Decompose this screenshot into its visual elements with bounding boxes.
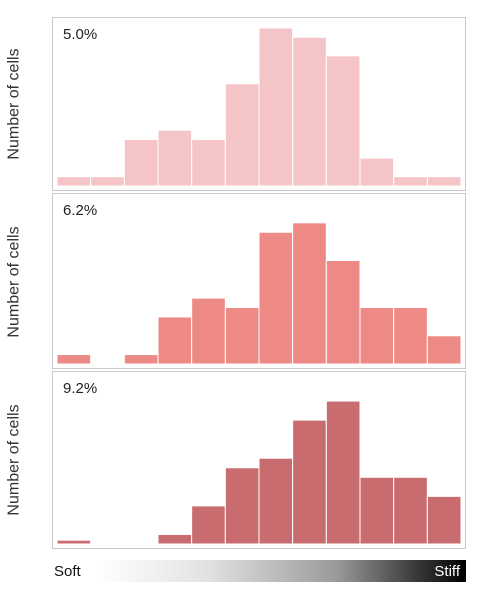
histogram-bar xyxy=(325,55,361,187)
histogram-1 xyxy=(56,27,462,187)
histogram-bar xyxy=(191,139,226,187)
y-axis-label-3: Number of cells xyxy=(6,404,23,516)
histogram-bar xyxy=(258,27,294,187)
stiffness-gradient xyxy=(96,560,466,582)
y-axis-label-1: Number of cells xyxy=(6,48,23,160)
histogram-panel-1: 5.0% xyxy=(52,17,466,191)
histogram-bar xyxy=(157,316,193,365)
histogram-bar xyxy=(191,297,226,365)
histogram-bar xyxy=(359,157,395,187)
histogram-bar xyxy=(224,307,260,365)
histogram-bar xyxy=(56,354,92,365)
histogram-bar xyxy=(426,495,462,545)
soft-label: Soft xyxy=(54,562,81,580)
histogram-bar xyxy=(157,129,193,187)
y-axis-label-2: Number of cells xyxy=(6,226,23,338)
histogram-bar xyxy=(325,259,361,365)
percent-label-2: 6.2% xyxy=(63,202,98,219)
histogram-bar xyxy=(56,176,92,187)
histogram-bar xyxy=(224,83,260,187)
histogram-panel-3: 9.2% xyxy=(52,371,466,549)
histogram-bar xyxy=(393,176,428,187)
percent-label-1: 5.0% xyxy=(63,26,98,43)
histogram-bar xyxy=(359,307,395,365)
histogram-bar xyxy=(258,231,294,365)
histogram-bar xyxy=(359,476,395,545)
stiffness-scale: Soft Stiff xyxy=(52,560,466,582)
histogram-bar xyxy=(258,457,294,545)
percent-label-3: 9.2% xyxy=(63,380,98,397)
histogram-bar xyxy=(292,419,327,545)
histogram-bar xyxy=(426,335,462,365)
histogram-bar xyxy=(123,354,159,365)
histogram-2 xyxy=(56,222,462,365)
histogram-bar xyxy=(191,505,226,545)
histogram-bar xyxy=(393,307,428,365)
histogram-bar xyxy=(56,539,92,545)
histogram-bar xyxy=(426,176,462,187)
histogram-panel-2: 6.2% xyxy=(52,193,466,369)
histogram-3 xyxy=(56,400,462,545)
histogram-bar xyxy=(292,36,327,187)
histogram-bar xyxy=(157,533,193,545)
histogram-bar xyxy=(393,476,428,545)
stiff-label: Stiff xyxy=(434,562,460,580)
histogram-bar xyxy=(292,222,327,365)
histogram-bar xyxy=(325,400,361,545)
histogram-bar xyxy=(90,176,125,187)
histogram-bar xyxy=(224,467,260,545)
histogram-bar xyxy=(123,139,159,187)
